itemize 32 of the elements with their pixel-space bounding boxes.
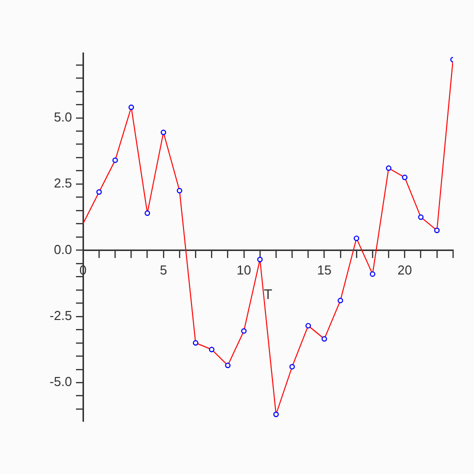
point bbox=[128, 104, 134, 110]
x-axis-title: T bbox=[264, 286, 273, 302]
y-tick-label: -2.5 bbox=[50, 308, 72, 324]
point bbox=[208, 346, 214, 352]
y-tick-label: -5.0 bbox=[50, 374, 72, 390]
point bbox=[96, 189, 102, 195]
point bbox=[289, 364, 295, 370]
point bbox=[370, 271, 376, 277]
x-tick-label: 20 bbox=[398, 262, 412, 278]
point bbox=[418, 214, 424, 220]
x-tick-label: 5 bbox=[160, 262, 168, 278]
point bbox=[160, 130, 166, 136]
point bbox=[386, 165, 392, 171]
point bbox=[112, 157, 118, 163]
point bbox=[176, 188, 182, 194]
point bbox=[241, 328, 247, 334]
point bbox=[402, 174, 408, 180]
point bbox=[322, 336, 328, 342]
point bbox=[144, 210, 150, 216]
point bbox=[273, 412, 279, 418]
point bbox=[338, 298, 344, 304]
y-tick-label: 0.0 bbox=[54, 242, 72, 257]
point bbox=[192, 340, 198, 346]
point bbox=[305, 322, 311, 328]
y-tick-label: 5.0 bbox=[54, 109, 72, 124]
x-tick-label: 10 bbox=[236, 262, 252, 278]
point bbox=[225, 362, 231, 368]
x-tick-label: 15 bbox=[317, 262, 332, 278]
point bbox=[354, 236, 360, 242]
y-tick-label: 2.5 bbox=[54, 176, 72, 191]
point bbox=[434, 228, 440, 234]
point bbox=[257, 256, 263, 262]
